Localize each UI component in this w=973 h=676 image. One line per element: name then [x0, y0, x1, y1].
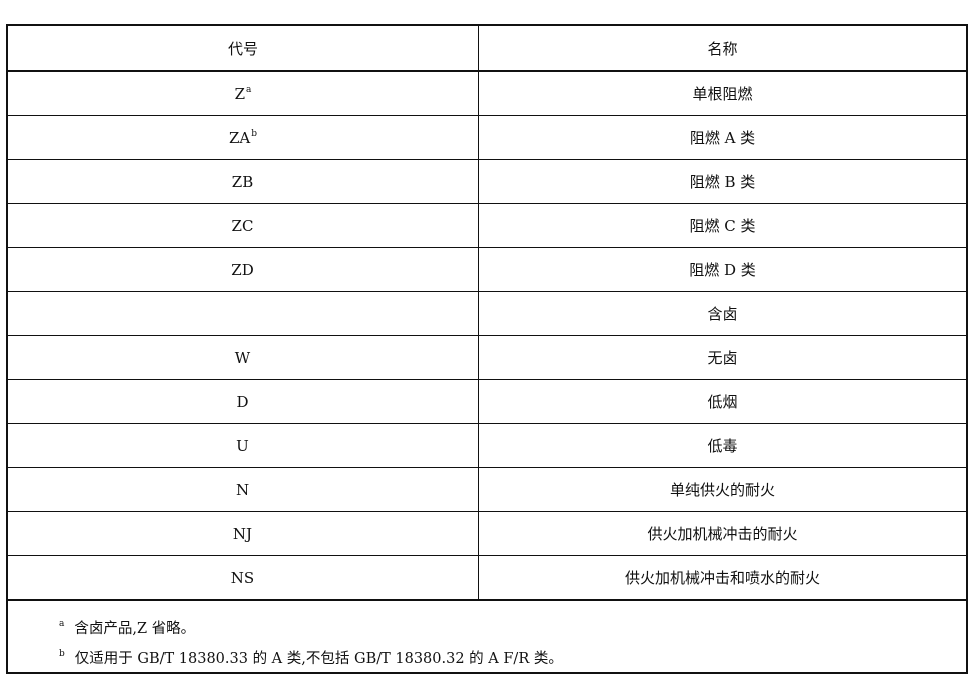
table-row: ZB 阻燃 B 类 — [8, 159, 966, 204]
cell-code: ZC — [8, 203, 479, 248]
cell-name: 含卤 — [478, 291, 966, 336]
code-text: D — [236, 392, 249, 411]
table-row: ZD 阻燃 D 类 — [8, 247, 966, 292]
code-text: ZC — [231, 216, 254, 235]
table-row: NS 供火加机械冲击和喷水的耐火 — [8, 555, 966, 601]
footnote-text: 仅适用于 GB/T 18380.33 的 A 类,不包括 GB/T 18380.… — [74, 651, 563, 667]
code-text: Z — [234, 84, 246, 103]
footnote-a: a 含卤产品,Z 省略。 — [58, 611, 966, 641]
footnote-mark: b — [59, 649, 65, 659]
code-text: NS — [230, 568, 255, 587]
cell-name: 阻燃 A 类 — [478, 115, 966, 160]
cell-code: D — [8, 379, 479, 424]
cell-code — [8, 291, 479, 336]
cell-name: 单纯供火的耐火 — [478, 467, 966, 512]
cell-code: ZB — [8, 159, 479, 204]
cell-name: 阻燃 B 类 — [478, 159, 966, 204]
table-row: U 低毒 — [8, 423, 966, 468]
cell-name: 阻燃 C 类 — [478, 203, 966, 248]
cell-name: 阻燃 D 类 — [478, 247, 966, 292]
table-row: W 无卤 — [8, 335, 966, 380]
cell-name: 无卤 — [478, 335, 966, 380]
code-text: NJ — [232, 524, 253, 543]
cell-code: NJ — [8, 511, 479, 556]
code-text: U — [236, 436, 249, 455]
code-text: ZA — [228, 128, 251, 147]
cell-code: NS — [8, 555, 479, 601]
table-row: D 低烟 — [8, 379, 966, 424]
table-header-row: 代号 名称 — [8, 26, 966, 72]
header-name: 名称 — [478, 26, 966, 72]
code-text: ZB — [231, 172, 254, 191]
footnote-text: 含卤产品,Z 省略。 — [74, 621, 196, 637]
cell-code: ZD — [8, 247, 479, 292]
table-row: ZAb 阻燃 A 类 — [8, 115, 966, 160]
cell-code: ZAb — [8, 115, 479, 160]
code-text: N — [235, 480, 250, 499]
code-text: ZD — [231, 260, 254, 279]
code-table: 代号 名称 Za 单根阻燃 ZAb 阻燃 A 类 ZB 阻燃 B 类 ZC 阻燃 C 类 ZD 阻… — [6, 24, 968, 674]
footnote-b: b 仅适用于 GB/T 18380.33 的 A 类,不包括 GB/T 18380… — [58, 641, 966, 671]
table-row: NJ 供火加机械冲击的耐火 — [8, 511, 966, 556]
cell-name: 供火加机械冲击的耐火 — [478, 511, 966, 556]
footnote-ref: a — [246, 84, 252, 95]
table-row: ZC 阻燃 C 类 — [8, 203, 966, 248]
cell-code: W — [8, 335, 479, 380]
cell-name: 供火加机械冲击和喷水的耐火 — [478, 555, 966, 601]
header-code: 代号 — [8, 26, 479, 72]
cell-code: N — [8, 467, 479, 512]
table-row: 含卤 — [8, 291, 966, 336]
cell-name: 单根阻燃 — [478, 71, 966, 116]
cell-name: 低烟 — [478, 379, 966, 424]
code-text: W — [234, 348, 251, 367]
cell-code: U — [8, 423, 479, 468]
cell-code: Za — [8, 71, 479, 116]
cell-name: 低毒 — [478, 423, 966, 468]
footnote-mark: a — [59, 619, 65, 629]
footnote-ref: b — [251, 128, 258, 139]
table-row: N 单纯供火的耐火 — [8, 467, 966, 512]
table-notes: a 含卤产品,Z 省略。 b 仅适用于 GB/T 18380.33 的 A 类,不包… — [8, 601, 966, 672]
table-row: Za 单根阻燃 — [8, 71, 966, 116]
